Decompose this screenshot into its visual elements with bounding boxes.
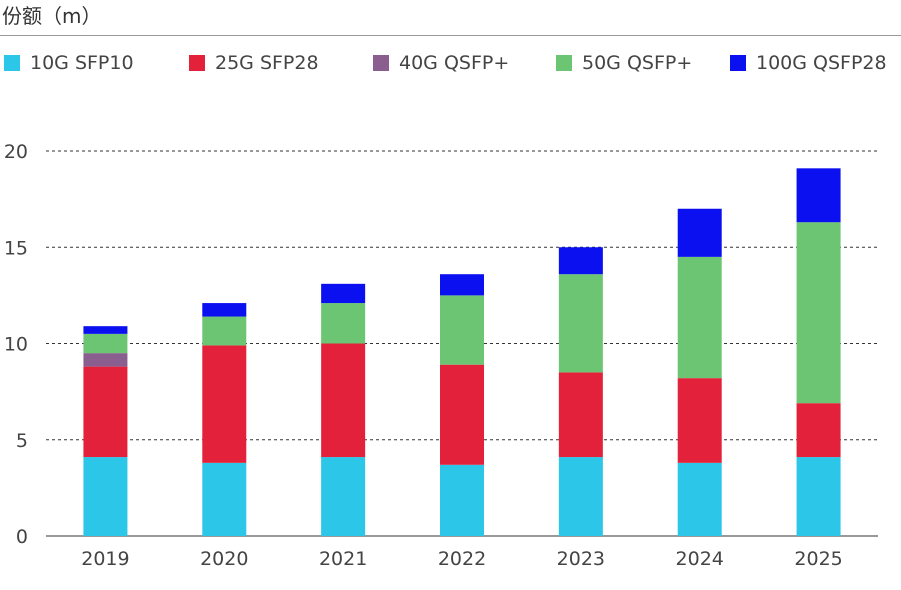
bar-segment: [321, 303, 366, 344]
bar-segment: [796, 222, 841, 404]
bar-segment: [796, 457, 841, 536]
chart-title: 份额（m）: [2, 4, 102, 28]
bar-segment: [202, 345, 247, 463]
bar-segment: [83, 326, 128, 334]
bar-segment: [321, 283, 366, 304]
legend-swatch: [4, 55, 20, 71]
x-tick-label: 2020: [200, 548, 248, 570]
legend-item-40g: 40G QSFP+: [373, 52, 509, 74]
bar-segment: [202, 316, 247, 346]
y-tick-label: 15: [4, 237, 28, 259]
x-tick-label: 2021: [319, 548, 367, 570]
legend-label: 100G QSFP28: [756, 52, 887, 74]
legend-label: 50G QSFP+: [582, 52, 693, 74]
bar-segment: [83, 457, 128, 536]
legend-label: 10G SFP10: [30, 52, 134, 74]
legend-label: 40G QSFP+: [399, 52, 510, 74]
legend-swatch: [373, 55, 389, 71]
x-tick-label: 2023: [557, 548, 605, 570]
x-tick-label: 2019: [81, 548, 129, 570]
bar-segment: [677, 462, 722, 536]
legend-item-25g: 25G SFP28: [189, 52, 319, 74]
legend-swatch: [556, 55, 572, 71]
bar-segment: [677, 208, 722, 257]
bar-segment: [558, 274, 603, 373]
bar-segment: [440, 274, 484, 296]
y-tick-label: 5: [16, 430, 28, 452]
bar-segment: [83, 366, 128, 458]
bar-segment: [558, 372, 603, 458]
bar-segment: [440, 364, 484, 465]
title-divider: [0, 35, 901, 36]
y-tick-label: 0: [16, 526, 28, 548]
legend-swatch: [189, 55, 205, 71]
bar-segment: [83, 333, 128, 354]
bar-segment: [202, 462, 247, 536]
x-tick-label: 2024: [676, 548, 724, 570]
bar-segment: [321, 457, 366, 536]
legend-item-50g: 50G QSFP+: [556, 52, 692, 74]
y-tick-label: 20: [4, 141, 28, 163]
bar-segment: [202, 303, 247, 317]
bar-segment: [558, 247, 603, 275]
legend-item-100g: 100G QSFP28: [730, 52, 887, 74]
x-tick-label: 2022: [438, 548, 486, 570]
bar-segment: [677, 256, 722, 379]
y-tick-label: 10: [4, 334, 28, 356]
bar-segment: [558, 457, 603, 536]
legend-item-10g: 10G SFP10: [4, 52, 134, 74]
legend-label: 25G SFP28: [215, 52, 319, 74]
bar-segment: [440, 295, 484, 365]
bar-segment: [321, 343, 366, 458]
bar-segment: [83, 353, 128, 367]
bar-segment: [677, 378, 722, 463]
bar-segment: [796, 168, 841, 223]
bar-segment: [440, 464, 484, 536]
bar-segment: [796, 403, 841, 458]
x-tick-label: 2025: [794, 548, 842, 570]
legend-swatch: [730, 55, 746, 71]
legend: 10G SFP10 25G SFP28 40G QSFP+ 50G QSFP+ …: [0, 52, 901, 82]
